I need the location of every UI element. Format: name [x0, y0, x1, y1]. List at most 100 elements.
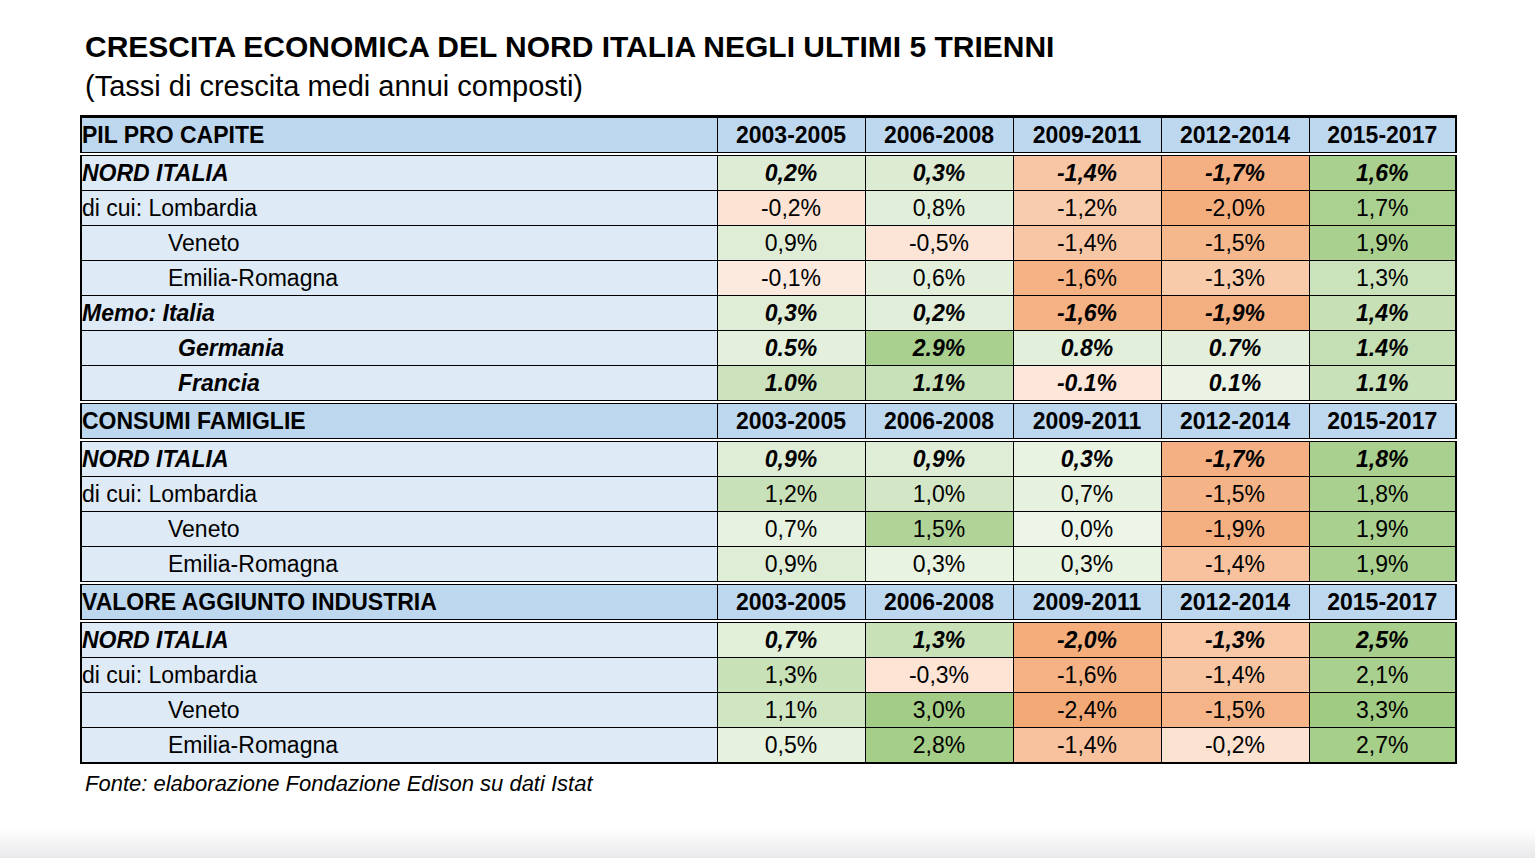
value-cell: 1,9% [1309, 226, 1456, 261]
value-cell: -1,9% [1161, 296, 1309, 331]
value-cell: 1.0% [717, 366, 865, 403]
year-header: 2009-2011 [1013, 583, 1161, 621]
table-row: NORD ITALIA0,9%0,9%0,3%-1,7%1,8% [81, 440, 1456, 477]
value-cell: 0,9% [717, 440, 865, 477]
value-cell: 0,8% [865, 191, 1013, 226]
table-row: Veneto1,1%3,0%-2,4%-1,5%3,3% [81, 693, 1456, 728]
table-row: Germania0.5%2.9%0.8%0.7%1.4% [81, 331, 1456, 366]
row-label: Veneto [81, 226, 717, 261]
value-cell: 1,5% [865, 512, 1013, 547]
value-cell: -0,2% [717, 191, 865, 226]
section-title: VALORE AGGIUNTO INDUSTRIA [81, 583, 717, 621]
row-label: di cui: Lombardia [81, 658, 717, 693]
row-label: di cui: Lombardia [81, 477, 717, 512]
table-row: Emilia-Romagna-0,1%0,6%-1,6%-1,3%1,3% [81, 261, 1456, 296]
year-header: 2006-2008 [865, 583, 1013, 621]
year-header: 2015-2017 [1309, 117, 1456, 155]
value-cell: -0,3% [865, 658, 1013, 693]
value-cell: 0,3% [865, 154, 1013, 191]
row-label: Emilia-Romagna [81, 547, 717, 584]
section-header-row: VALORE AGGIUNTO INDUSTRIA2003-20052006-2… [81, 583, 1456, 621]
year-header: 2003-2005 [717, 583, 865, 621]
value-cell: 0.7% [1161, 331, 1309, 366]
year-header: 2009-2011 [1013, 117, 1161, 155]
value-cell: 1,6% [1309, 154, 1456, 191]
year-header: 2015-2017 [1309, 402, 1456, 440]
value-cell: 1,8% [1309, 440, 1456, 477]
value-cell: -1,3% [1161, 621, 1309, 658]
section-title: CONSUMI FAMIGLIE [81, 402, 717, 440]
value-cell: 0,2% [717, 154, 865, 191]
value-cell: 1,0% [865, 477, 1013, 512]
value-cell: 1.1% [1309, 366, 1456, 403]
row-label: Veneto [81, 512, 717, 547]
value-cell: 0,9% [717, 226, 865, 261]
year-header: 2012-2014 [1161, 402, 1309, 440]
value-cell: -0,2% [1161, 728, 1309, 764]
value-cell: 0,5% [717, 728, 865, 764]
row-label: Francia [81, 366, 717, 403]
year-header: 2003-2005 [717, 402, 865, 440]
table-row: NORD ITALIA0,2%0,3%-1,4%-1,7%1,6% [81, 154, 1456, 191]
value-cell: -1,3% [1161, 261, 1309, 296]
value-cell: -1,9% [1161, 512, 1309, 547]
value-cell: 0.8% [1013, 331, 1161, 366]
value-cell: 3,0% [865, 693, 1013, 728]
value-cell: -1,4% [1161, 547, 1309, 584]
year-header: 2009-2011 [1013, 402, 1161, 440]
value-cell: 1,3% [1309, 261, 1456, 296]
row-label: NORD ITALIA [81, 621, 717, 658]
value-cell: -1,7% [1161, 440, 1309, 477]
value-cell: 1,2% [717, 477, 865, 512]
value-cell: 1,8% [1309, 477, 1456, 512]
value-cell: -0,1% [717, 261, 865, 296]
year-header: 2015-2017 [1309, 583, 1456, 621]
table-row: Veneto0,9%-0,5%-1,4%-1,5%1,9% [81, 226, 1456, 261]
value-cell: -2,0% [1161, 191, 1309, 226]
value-cell: 0,6% [865, 261, 1013, 296]
table-row: Memo: Italia0,3%0,2%-1,6%-1,9%1,4% [81, 296, 1456, 331]
year-header: 2006-2008 [865, 117, 1013, 155]
row-label: NORD ITALIA [81, 154, 717, 191]
value-cell: 0,3% [1013, 547, 1161, 584]
section-header-row: PIL PRO CAPITE2003-20052006-20082009-201… [81, 117, 1456, 155]
value-cell: 0.5% [717, 331, 865, 366]
value-cell: 1,3% [865, 621, 1013, 658]
year-header: 2012-2014 [1161, 583, 1309, 621]
table-row: Francia1.0%1.1%-0.1%0.1%1.1% [81, 366, 1456, 403]
table-row: NORD ITALIA0,7%1,3%-2,0%-1,3%2,5% [81, 621, 1456, 658]
value-cell: 1.1% [865, 366, 1013, 403]
value-cell: 2,5% [1309, 621, 1456, 658]
page-bottom-shadow [0, 828, 1535, 858]
value-cell: 3,3% [1309, 693, 1456, 728]
value-cell: 2,1% [1309, 658, 1456, 693]
row-label: di cui: Lombardia [81, 191, 717, 226]
row-label: Veneto [81, 693, 717, 728]
value-cell: -2,4% [1013, 693, 1161, 728]
value-cell: -1,6% [1013, 658, 1161, 693]
value-cell: -0.1% [1013, 366, 1161, 403]
page-title: CRESCITA ECONOMICA DEL NORD ITALIA NEGLI… [85, 30, 1457, 64]
value-cell: -1,4% [1013, 728, 1161, 764]
row-label: NORD ITALIA [81, 440, 717, 477]
page-subtitle: (Tassi di crescita medi annui composti) [85, 70, 1457, 103]
growth-table: PIL PRO CAPITE2003-20052006-20082009-201… [80, 115, 1457, 764]
table-row: Veneto0,7%1,5%0,0%-1,9%1,9% [81, 512, 1456, 547]
value-cell: -1,5% [1161, 693, 1309, 728]
table-row: di cui: Lombardia1,2%1,0%0,7%-1,5%1,8% [81, 477, 1456, 512]
value-cell: 2,8% [865, 728, 1013, 764]
value-cell: -1,5% [1161, 226, 1309, 261]
value-cell: -1,2% [1013, 191, 1161, 226]
row-label: Emilia-Romagna [81, 261, 717, 296]
value-cell: 0,3% [865, 547, 1013, 584]
source-note: Fonte: elaborazione Fondazione Edison su… [85, 771, 1457, 797]
year-header: 2003-2005 [717, 117, 865, 155]
value-cell: -1,7% [1161, 154, 1309, 191]
value-cell: 0,7% [717, 512, 865, 547]
value-cell: 1.4% [1309, 331, 1456, 366]
table-row: Emilia-Romagna0,9%0,3%0,3%-1,4%1,9% [81, 547, 1456, 584]
row-label: Germania [81, 331, 717, 366]
value-cell: 1,4% [1309, 296, 1456, 331]
value-cell: -2,0% [1013, 621, 1161, 658]
value-cell: 0,2% [865, 296, 1013, 331]
